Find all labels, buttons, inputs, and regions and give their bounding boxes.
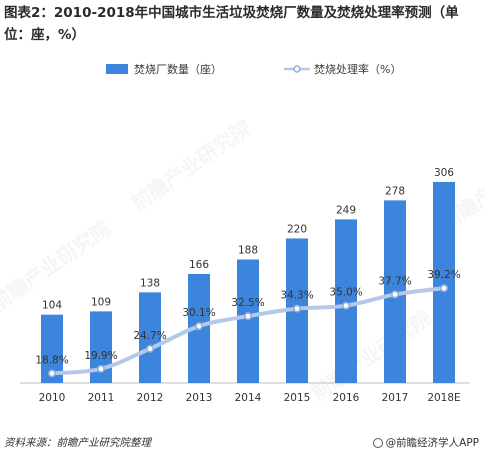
- x-tick-label: 2014: [235, 392, 262, 404]
- bar-value-label: 278: [385, 185, 405, 197]
- source-note: 资料来源：前瞻产业研究院整理: [4, 437, 151, 449]
- bar: [139, 292, 161, 383]
- legend-bar-swatch: [106, 64, 128, 74]
- x-tick-label: 2018E: [427, 392, 460, 404]
- bar: [433, 181, 455, 383]
- bar-value-label: 188: [238, 244, 258, 256]
- legend-bar-label: 焚烧厂数量（座）: [134, 63, 222, 76]
- legend-line-swatch: [284, 65, 310, 73]
- line-point: [439, 284, 448, 293]
- bar: [237, 259, 259, 383]
- x-tick-label: 2010: [39, 392, 66, 404]
- x-tick-label: 2015: [284, 392, 311, 404]
- legend: 焚烧厂数量（座） 焚烧处理率（%）: [0, 60, 485, 78]
- line-value-label: 34.3%: [280, 290, 313, 302]
- bar-value-label: 220: [287, 223, 307, 235]
- chart-title: 图表2：2010-2018年中国城市生活垃圾焚烧厂数量及焚烧处理率预测（单位：座…: [4, 5, 459, 43]
- line-value-label: 37.7%: [378, 275, 411, 287]
- bar: [90, 311, 112, 383]
- x-tick-label: 2011: [88, 392, 115, 404]
- brand-logo-icon: [372, 438, 383, 448]
- line-value-label: 30.1%: [182, 307, 215, 319]
- line-value-label: 32.5%: [231, 297, 264, 309]
- bar: [41, 314, 63, 383]
- line-point: [97, 364, 106, 373]
- line-point: [47, 369, 56, 378]
- bar: [335, 219, 357, 383]
- line-value-label: 35.0%: [329, 287, 362, 299]
- line-value-label: 19.9%: [84, 350, 117, 362]
- line-value-label: 39.2%: [427, 269, 460, 281]
- line-point: [390, 290, 399, 299]
- bar-value-label: 104: [42, 300, 62, 312]
- chart-area: 104 2010 109 2011 138 2012 166 2013 188 2014 220 20…: [20, 167, 470, 404]
- line-point: [292, 304, 301, 313]
- bar-value-label: 109: [91, 296, 111, 308]
- line-value-label: 18.8%: [35, 354, 68, 366]
- bar-value-label: 166: [189, 259, 209, 271]
- line-point: [244, 312, 253, 321]
- legend-line-label: 焚烧处理率（%）: [314, 63, 402, 76]
- brand-text: @前瞻经济学人APP: [385, 437, 479, 449]
- line-point: [195, 322, 204, 331]
- line-point: [146, 344, 155, 353]
- x-tick-label: 2013: [186, 392, 213, 404]
- bar-value-label: 306: [434, 167, 454, 179]
- line-point: [341, 301, 350, 310]
- bar-value-label: 249: [336, 204, 356, 216]
- bar-value-label: 138: [140, 277, 160, 289]
- x-tick-label: 2012: [137, 392, 164, 404]
- line-value-label: 24.7%: [133, 330, 166, 342]
- brand-note: @前瞻经济学人APP: [372, 435, 479, 450]
- x-tick-label: 2016: [333, 392, 360, 404]
- x-tick-label: 2017: [382, 392, 409, 404]
